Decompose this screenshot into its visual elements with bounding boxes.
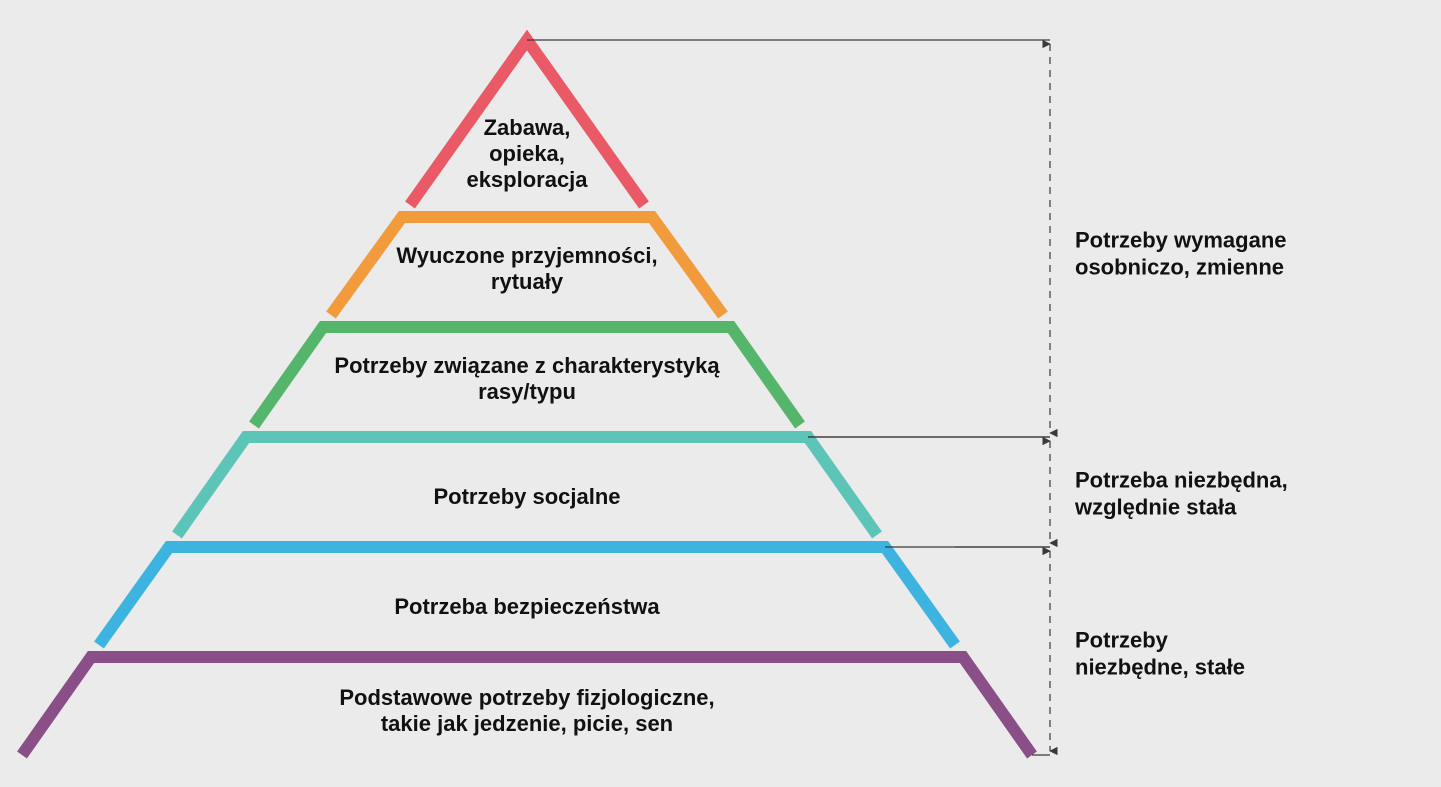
level-5-label: Potrzeba bezpieczeństwa [394,594,660,619]
level-6-label: Podstawowe potrzeby fizjologiczne,takie … [339,685,714,736]
level-1-label: Zabawa,opieka,eksploracja [466,115,588,192]
anno-1-label: Potrzeby wymaganeosobniczo, zmienne [1075,227,1287,279]
level-3-label: Potrzeby związane z charakterystykąrasy/… [334,353,720,404]
level-2-label: Wyuczone przyjemności,rytuały [396,243,657,294]
anno-2-label: Potrzeba niezbędna,względnie stała [1074,467,1288,519]
anno-3-label: Potrzebyniezbędne, stałe [1075,627,1245,679]
level-4-label: Potrzeby socjalne [433,484,620,509]
pyramid-diagram: Zabawa,opieka,eksploracja Wyuczone przyje… [0,0,1441,787]
